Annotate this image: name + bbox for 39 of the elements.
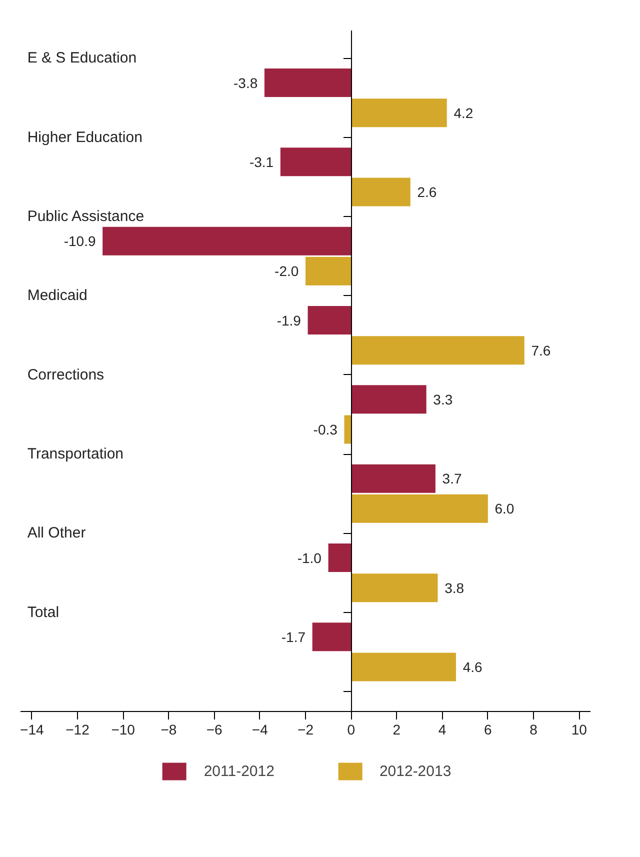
y-tick-label: Transportation [27,446,124,463]
data-label: -3.8 [233,74,258,91]
x-tick-label: −6 [206,721,222,738]
data-label: -1.0 [297,550,322,566]
y-tick-label: All Other [27,524,86,542]
y-tick-label: E & S Education [27,50,137,67]
y-tick-label: Higher Education [27,128,142,146]
x-tick-label: 2 [392,721,401,738]
data-label: 4.2 [454,104,474,121]
x-tick-label: 10 [571,721,588,738]
data-label: 3.8 [444,580,464,596]
data-label: -0.3 [313,422,338,438]
data-label: 3.7 [442,470,462,487]
x-tick-label: −14 [20,721,44,738]
x-tick-label: −10 [111,721,136,738]
data-label: -3.1 [249,154,274,170]
x-tick-label: −4 [252,721,268,738]
data-label: 6.0 [494,500,514,517]
x-tick-label: 6 [484,721,492,738]
x-tick-label: 4 [438,721,446,738]
data-label: -2.0 [274,263,299,280]
x-tick-label: 0 [347,721,356,738]
data-label: 3.3 [433,391,453,408]
data-label: -10.9 [64,233,96,250]
data-label: -1.9 [276,312,302,328]
legend-label: 2012-2013 [379,762,452,780]
y-tick-label: Total [27,604,60,621]
x-tick-label: −2 [298,721,314,738]
y-tick-label: Corrections [27,366,104,384]
data-label: 7.6 [531,342,551,358]
y-tick-label: Public Assistance [27,208,144,226]
x-tick-label: −12 [66,721,90,738]
data-label: -1.7 [281,628,306,645]
data-label: 4.6 [462,659,482,675]
data-label: 2.6 [417,184,437,200]
y-tick-label: Medicaid [27,287,88,304]
x-tick-label: −8 [160,721,177,738]
x-tick-label: 8 [530,721,538,738]
legend-label: 2011-2012 [204,762,274,780]
